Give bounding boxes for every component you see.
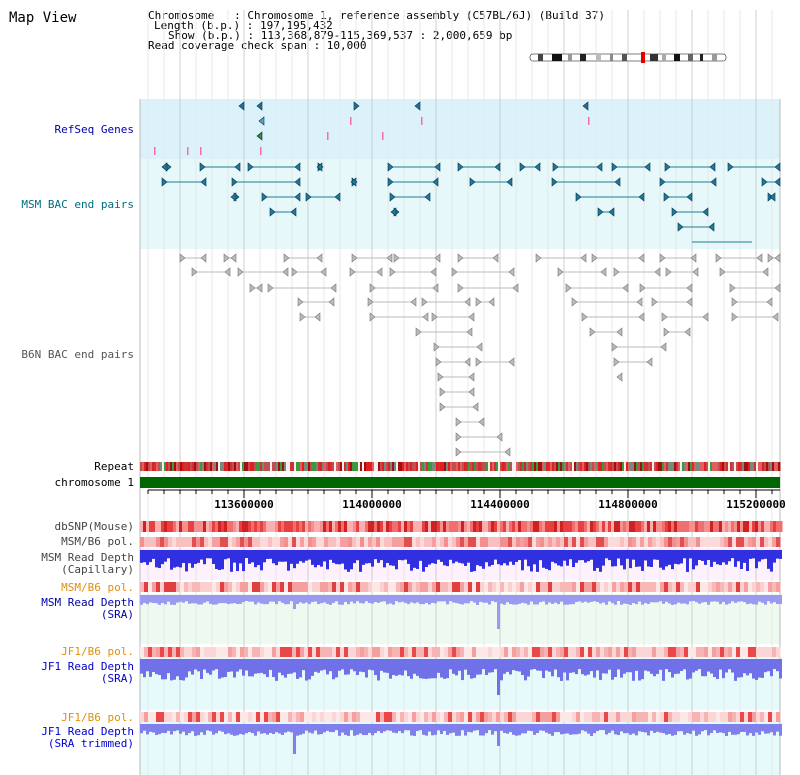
label-jf1-pol-2: JF1/B6 pol.: [61, 711, 134, 724]
coverage-info: Read coverage check span : 10,000: [148, 39, 367, 52]
info-block: Chromosome : Chromosome 1, reference ass…: [148, 9, 605, 52]
ruler-tick-114800000: 114800000: [598, 498, 658, 511]
chromosome-ideogram[interactable]: [529, 52, 727, 63]
show-info: Show (b.p.) : 113,368,879-115,369,537 : …: [168, 29, 513, 42]
label-dbsnp: dbSNP(Mouse): [54, 520, 134, 533]
label-msm-bac: MSM BAC end pairs: [21, 198, 134, 211]
refseq-track-bg: [140, 99, 780, 159]
label-jf1-pol-1: JF1/B6 pol.: [61, 645, 134, 658]
ruler: 113600000 114000000 114400000 114800000 …: [147, 489, 786, 511]
ruler-tick-113600000: 113600000: [214, 498, 274, 511]
label-chromosome: chromosome 1: [54, 476, 134, 489]
ruler-tick-115200000: 115200000: [726, 498, 786, 511]
label-jf1-depth-trimmed: JF1 Read Depth (SRA trimmed): [41, 725, 134, 750]
msm-bac-track-bg: [140, 159, 780, 249]
label-b6n-bac: B6N BAC end pairs: [21, 348, 134, 361]
page-title: Map View: [9, 10, 77, 26]
label-jf1-depth-sra: JF1 Read Depth (SRA): [41, 660, 134, 685]
ideogram-view-marker: [641, 52, 645, 63]
label-refseq-genes: RefSeq Genes: [54, 123, 134, 136]
label-msm-depth-sra: MSM Read Depth (SRA): [41, 596, 134, 621]
label-repeat: Repeat: [94, 460, 134, 473]
length-info: Length (b.p.) : 197,195,432: [154, 19, 333, 32]
label-msm-b6-pol-1: MSM/B6 pol.: [61, 535, 134, 548]
label-msm-b6-pol-2: MSM/B6 pol.: [61, 581, 134, 594]
chromosome-info: Chromosome : Chromosome 1, reference ass…: [148, 9, 605, 22]
label-msm-depth-capillary: MSM Read Depth (Capillary): [41, 551, 134, 576]
ruler-tick-114400000: 114400000: [470, 498, 530, 511]
ruler-tick-114000000: 114000000: [342, 498, 402, 511]
chromosome-bar: [140, 477, 780, 488]
